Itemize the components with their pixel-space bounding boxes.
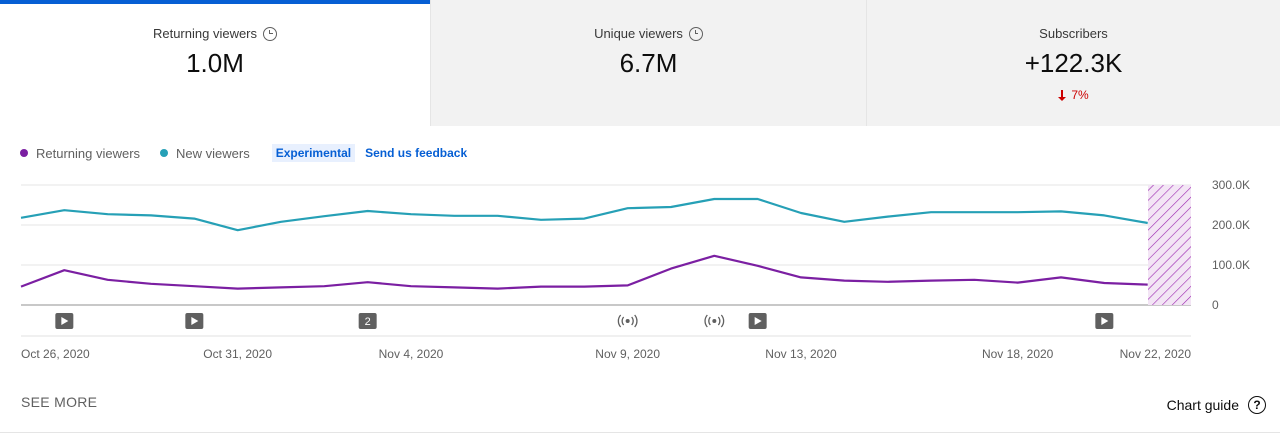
metric-card-title-row: Subscribers [867, 26, 1280, 41]
video-upload-icon [185, 313, 204, 329]
x-tick-label: Nov 9, 2020 [595, 347, 660, 361]
divider [0, 432, 1280, 433]
metric-card-subscribers[interactable]: Subscribers +122.3K 7% [866, 0, 1280, 126]
legend-item-new-viewers: New viewers [160, 146, 250, 161]
metric-cards: Returning viewers 1.0M Unique viewers 6.… [0, 0, 1280, 126]
help-circle-icon: ? [1248, 396, 1266, 414]
y-tick-label: 200.0K [1212, 218, 1250, 232]
play-glyph [1101, 317, 1109, 325]
arrow-down-icon [1058, 89, 1067, 101]
see-more-button[interactable]: SEE MORE [21, 394, 98, 410]
metric-card-title-row: Returning viewers [0, 26, 430, 41]
marker-count: 2 [365, 316, 371, 328]
chart-guide-button[interactable]: Chart guide ? [1167, 396, 1266, 414]
delta-value: 7% [1071, 88, 1089, 102]
x-tick-label: Oct 31, 2020 [203, 347, 272, 361]
series-line-returning-viewers [20, 254, 1148, 290]
video-upload-icon [1095, 313, 1114, 329]
metric-card-title-row: Unique viewers [431, 26, 866, 41]
y-tick-label: 100.0K [1212, 258, 1250, 272]
metric-card-value: 1.0M [186, 48, 244, 78]
x-tick-label: Oct 26, 2020 [21, 347, 90, 361]
x-tick-label: Nov 22, 2020 [1120, 347, 1192, 361]
live-waves-inner [621, 316, 634, 326]
x-tick-label: Nov 4, 2020 [379, 347, 444, 361]
x-tick-label: Nov 13, 2020 [765, 347, 837, 361]
y-tick-label: 300.0K [1212, 178, 1250, 192]
line-chart: 300.0K 200.0K 100.0K 0 2 Oct 26, 2020 Oct 31, … [20, 178, 1250, 361]
x-tick-label: Nov 18, 2020 [982, 347, 1054, 361]
live-waves-outer [617, 314, 638, 328]
live-stream-icon [704, 314, 725, 328]
play-glyph [754, 317, 762, 325]
marker-box [358, 313, 377, 329]
series-line-new-viewers [20, 197, 1148, 232]
clock-icon [263, 26, 278, 41]
metric-card-title: Unique viewers [594, 26, 683, 41]
metric-card-title: Returning viewers [152, 26, 258, 41]
metric-card-value: 6.7M [619, 48, 678, 78]
legend-item-returning-viewers: Returning viewers [20, 146, 140, 161]
legend-dot [20, 149, 28, 157]
chart-legend: Returning viewers New viewers Experiment… [20, 144, 467, 162]
metric-card-unique-viewers[interactable]: Unique viewers 6.7M [430, 0, 866, 126]
play-glyph [61, 317, 69, 325]
send-feedback-link[interactable]: Send us feedback [365, 146, 468, 160]
video-upload-icon [748, 313, 767, 329]
live-stream-icon [617, 314, 638, 328]
play-glyph [191, 317, 199, 325]
video-upload-icon [55, 313, 74, 329]
legend-label: New viewers [176, 145, 250, 161]
y-tick-label: 0 [1212, 298, 1219, 312]
clock-icon [688, 26, 703, 41]
partial-period-hatch [1148, 185, 1191, 305]
multiple-uploads-icon: 2 [358, 313, 377, 329]
metric-card-value: +122.3K [1024, 48, 1123, 78]
metric-card-delta: 7% [867, 88, 1280, 102]
metric-card-title: Subscribers [1039, 26, 1108, 41]
live-waves-inner [708, 316, 721, 326]
experimental-badge: Experimental [271, 144, 356, 162]
metric-card-returning-viewers[interactable]: Returning viewers 1.0M [0, 0, 430, 126]
live-waves-outer [704, 314, 725, 328]
legend-dot [160, 149, 169, 157]
live-dot [625, 319, 630, 323]
chart-guide-label: Chart guide [1166, 397, 1239, 413]
legend-label: Returning viewers [36, 145, 141, 161]
live-dot [712, 319, 717, 323]
